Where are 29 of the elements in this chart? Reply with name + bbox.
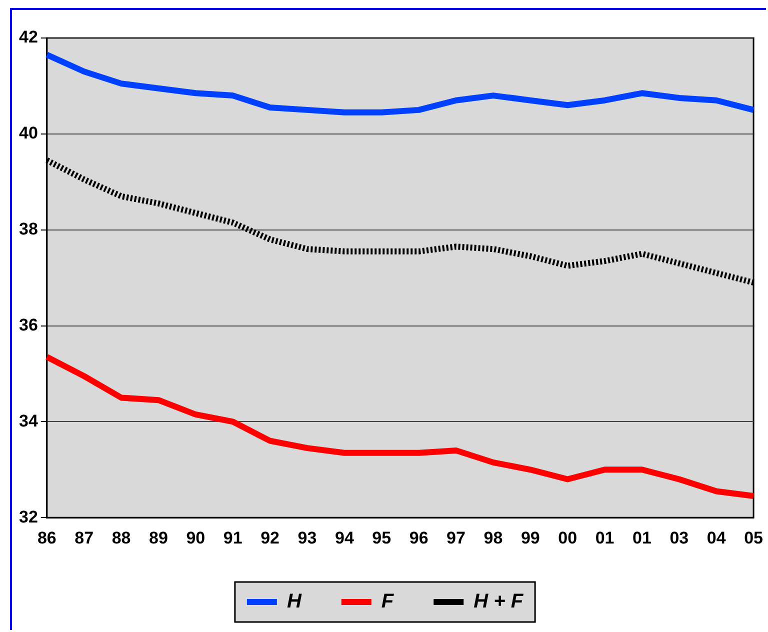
x-tick-label: 90 [186, 528, 206, 548]
x-tick-label: 89 [149, 528, 168, 548]
x-tick-label: 03 [670, 528, 689, 548]
x-tick-label: 01 [632, 528, 652, 548]
x-tick-label: 99 [520, 528, 540, 548]
x-tick-label: 87 [74, 528, 94, 548]
x-tick-label: 00 [558, 528, 578, 548]
x-tick-label: 98 [484, 528, 503, 548]
y-tick-label: 42 [18, 28, 38, 47]
legend-label: H [286, 590, 302, 613]
x-tick-label: 91 [223, 528, 242, 548]
y-tick-label: 40 [18, 124, 38, 143]
x-tick-label: 97 [446, 528, 466, 548]
x-tick-label: 94 [334, 528, 354, 548]
x-tick-label: 86 [37, 528, 56, 548]
y-tick-label: 38 [18, 220, 38, 239]
legend-label: F [381, 590, 394, 613]
legend-label: H + F [474, 590, 524, 613]
x-tick-label: 92 [260, 528, 280, 548]
x-tick-label: 04 [706, 528, 726, 548]
y-tick-label: 34 [18, 411, 38, 430]
x-tick-label: 93 [298, 528, 317, 548]
x-tick-label: 05 [744, 528, 764, 548]
x-tick-label: 01 [595, 528, 614, 548]
x-tick-label: 96 [409, 528, 428, 548]
y-tick-label: 32 [18, 507, 38, 526]
y-tick-label: 36 [18, 315, 38, 334]
x-tick-label: 95 [372, 528, 392, 548]
x-tick-label: 88 [112, 528, 131, 548]
